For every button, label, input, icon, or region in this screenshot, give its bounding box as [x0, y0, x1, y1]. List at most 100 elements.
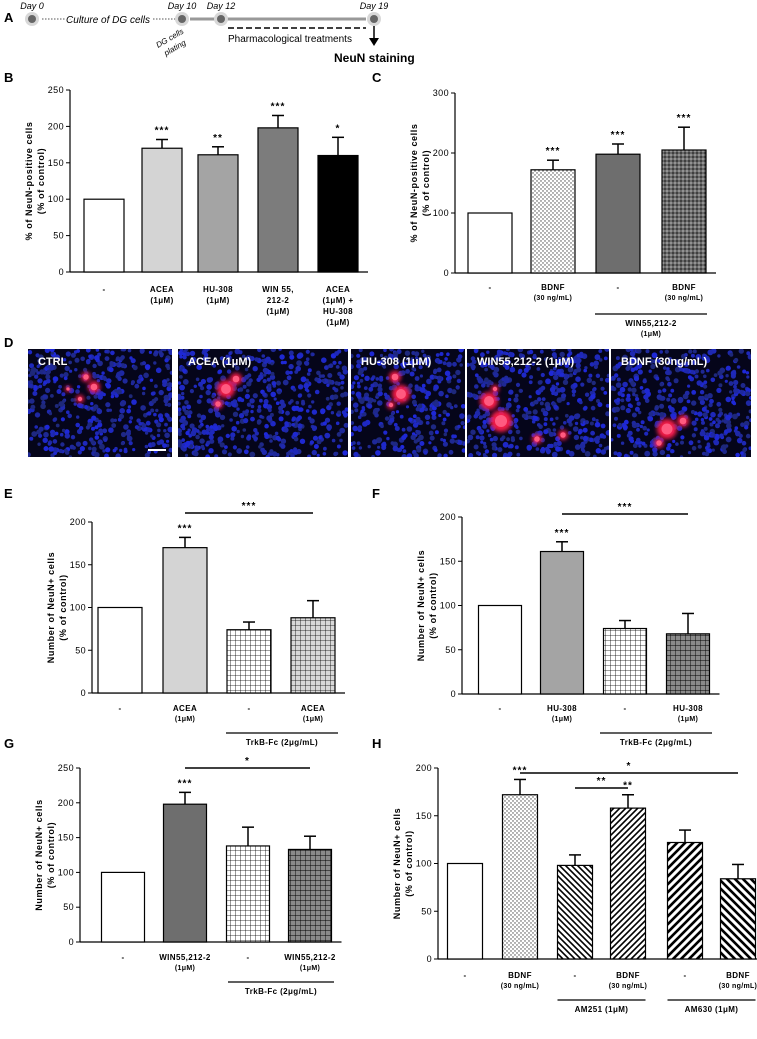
chart-g-ytick-label: 0: [69, 937, 74, 947]
chart-e-bar: [97, 606, 143, 694]
nucleus-dot: [58, 401, 65, 407]
nucleus-dot: [406, 453, 413, 457]
nucleus-dot: [157, 428, 161, 433]
nucleus-dot: [166, 382, 170, 387]
nucleus-dot: [446, 413, 450, 417]
nucleus-dot: [475, 435, 480, 440]
nucleus-dot: [416, 437, 421, 442]
timeline-node-day-19: [370, 15, 378, 23]
nucleus-dot: [555, 446, 561, 452]
nucleus-dot: [208, 377, 214, 382]
nucleus-dot: [410, 434, 416, 440]
nucleus-dot: [110, 418, 115, 423]
nucleus-dot: [375, 377, 380, 381]
nucleus-dot: [733, 429, 738, 433]
nucleus-dot: [143, 372, 149, 379]
nucleus-dot: [414, 384, 419, 389]
nucleus-dot: [156, 433, 161, 438]
panel-label-g: G: [4, 736, 14, 751]
nucleus-dot: [97, 422, 103, 428]
chart-f-category-label: -: [623, 704, 626, 713]
nucleus-dot: [235, 420, 240, 425]
nucleus-dot: [178, 395, 182, 401]
nucleus-dot: [611, 438, 614, 442]
nucleus-dot: [564, 357, 569, 362]
nucleus-dot: [543, 422, 548, 427]
nucleus-dot: [495, 355, 502, 362]
nucleus-dot: [492, 452, 498, 457]
chart-b-ylabel-sub: (% of control): [36, 148, 46, 214]
chart-b-significance: *: [336, 123, 341, 134]
nucleus-dot: [369, 351, 375, 357]
nucleus-dot: [698, 395, 703, 401]
nucleus-dot: [209, 425, 214, 429]
nucleus-dot: [70, 352, 76, 358]
nucleus-dot: [515, 408, 520, 413]
nucleus-dot: [726, 427, 732, 433]
nucleus-dot: [553, 441, 558, 447]
nucleus-dot: [351, 421, 355, 425]
nucleus-dot: [505, 349, 510, 352]
nucleus-dot: [324, 417, 331, 423]
nucleus-dot: [105, 447, 111, 453]
nucleus-dot: [178, 411, 182, 417]
nucleus-dot: [414, 376, 420, 381]
nucleus-dot: [184, 400, 189, 405]
nucleus-dot: [691, 420, 697, 426]
chart-e-bar: [290, 617, 336, 694]
nucleus-dot: [28, 452, 31, 457]
chart-e: 0 50 100 150 200 Number of NeuN+ cells (% of c…: [46, 501, 345, 747]
nucleus-dot: [521, 413, 527, 419]
nucleus-dot: [508, 389, 514, 395]
nucleus-dot: [335, 421, 340, 426]
nucleus-dot: [321, 379, 325, 383]
nucleus-dot: [96, 379, 101, 383]
nucleus-dot: [699, 430, 706, 437]
nucleus-dot: [90, 406, 94, 410]
chart-e-ytick-label: 100: [70, 603, 86, 613]
nucleus-dot: [709, 422, 714, 427]
panel-label-a: A: [4, 10, 14, 25]
nucleus-dot: [339, 374, 345, 380]
nucleus-dot: [556, 369, 562, 375]
nucleus-dot: [699, 390, 705, 395]
timeline-day-10: Day 10: [168, 1, 197, 11]
nucleus-dot: [291, 423, 295, 427]
nucleus-dot: [295, 400, 300, 405]
nucleus-dot: [429, 374, 435, 380]
nucleus-dot: [401, 361, 407, 366]
nucleus-dot: [384, 416, 390, 421]
nucleus-dot: [200, 414, 207, 421]
nucleus-dot: [196, 413, 202, 418]
nucleus-dot: [482, 419, 487, 425]
nucleus-dot: [680, 410, 685, 415]
nucleus-dot: [638, 410, 642, 415]
nucleus-dot: [582, 435, 589, 442]
nucleus-dot: [559, 351, 565, 358]
nucleus-dot: [745, 400, 751, 406]
nucleus-dot: [705, 409, 710, 414]
nucleus-dot: [566, 418, 572, 424]
nucleus-dot: [460, 421, 465, 426]
nucleus-dot: [238, 387, 244, 392]
chart-h-group-label: AM251 (1μM): [575, 1005, 629, 1014]
nucleus-dot: [278, 416, 284, 422]
nucleus-dot: [381, 363, 386, 368]
nucleus-dot: [359, 357, 364, 362]
nucleus-dot: [116, 389, 122, 395]
nucleus-dot: [282, 379, 289, 386]
nucleus-dot: [411, 399, 417, 405]
nucleus-dot: [182, 368, 187, 374]
nucleus-dot: [642, 425, 647, 431]
nucleus-dot: [289, 449, 294, 453]
chart-h-ytick-label: 50: [421, 906, 432, 916]
nucleus-dot: [606, 445, 609, 450]
nucleus-dot: [703, 426, 708, 431]
nucleus-dot: [356, 353, 361, 358]
nucleus-dot: [352, 381, 356, 385]
nucleus-dot: [423, 450, 428, 455]
nucleus-dot: [148, 350, 152, 354]
nucleus-dot: [634, 394, 639, 398]
nucleus-dot: [119, 408, 125, 414]
nucleus-dot: [468, 453, 474, 457]
